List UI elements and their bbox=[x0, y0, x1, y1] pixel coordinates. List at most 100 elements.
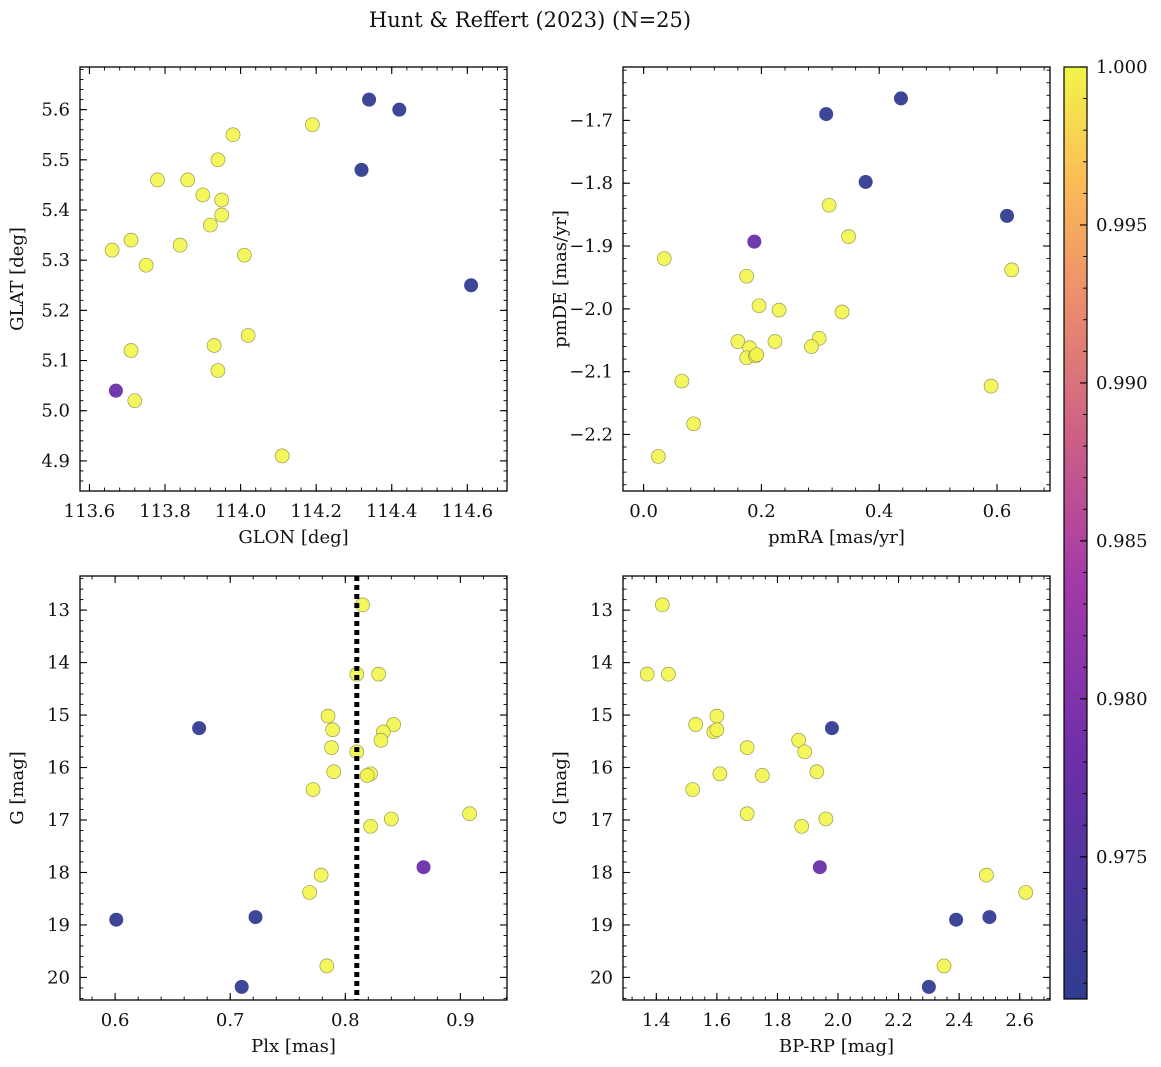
y-tick-label: 17 bbox=[590, 810, 613, 831]
data-point bbox=[206, 338, 222, 353]
data-points bbox=[104, 92, 479, 464]
data-point bbox=[325, 722, 340, 738]
y-tick-label: 5.2 bbox=[41, 300, 70, 321]
panel-glon-glat: 113.6 113.8 114.0 114.2 114.4 114.6 4.9 5.0 5.1 5… bbox=[7, 66, 508, 548]
data-point bbox=[320, 708, 336, 724]
data-point bbox=[686, 416, 702, 432]
data-point bbox=[274, 448, 290, 464]
y-tick-label: 5.6 bbox=[41, 100, 70, 121]
data-point bbox=[979, 867, 994, 883]
data-point bbox=[804, 339, 819, 354]
y-tick-label: 5.1 bbox=[41, 351, 70, 372]
plot-frame bbox=[622, 66, 1051, 492]
x-tick-label: 114.0 bbox=[215, 501, 267, 522]
y-tick-label: 15 bbox=[590, 705, 613, 726]
data-point bbox=[326, 764, 342, 780]
x-axis-label: BP-RP [mag] bbox=[779, 1036, 894, 1057]
data-point bbox=[754, 768, 770, 783]
data-point bbox=[392, 102, 407, 117]
y-tick-label: 13 bbox=[590, 600, 613, 621]
data-point bbox=[749, 347, 765, 363]
data-point bbox=[1018, 885, 1034, 900]
data-point bbox=[709, 708, 725, 724]
x-tick-label: 114.2 bbox=[290, 501, 342, 522]
data-point bbox=[302, 885, 317, 900]
data-point bbox=[373, 732, 389, 748]
colorbar-gradient bbox=[1063, 66, 1088, 1000]
y-tick-label: −2.1 bbox=[569, 362, 613, 383]
colorbar-tick-label: 0.985 bbox=[1096, 531, 1148, 552]
panel-bprp-g: 1.4 1.6 1.8 2.0 2.2 2.4 2.6 13 14 15 16 17 18 19 20 BP-… bbox=[550, 575, 1051, 1057]
data-point bbox=[936, 958, 952, 974]
data-point bbox=[362, 92, 377, 107]
colorbar-tick-label: 1.000 bbox=[1096, 57, 1148, 78]
data-point bbox=[248, 910, 263, 925]
data-point bbox=[172, 237, 188, 253]
colorbar-tick-label: 0.990 bbox=[1096, 373, 1148, 394]
data-point bbox=[809, 764, 825, 780]
y-tick-label: 14 bbox=[590, 653, 613, 674]
data-point bbox=[324, 740, 339, 755]
x-tick-label: 113.8 bbox=[139, 501, 191, 522]
y-tick-label: 17 bbox=[47, 810, 70, 831]
x-tick-label: 2.2 bbox=[884, 1010, 913, 1031]
y-tick-label: 13 bbox=[47, 600, 70, 621]
data-point bbox=[214, 207, 230, 223]
data-point bbox=[767, 334, 783, 349]
x-tick-label: 0.9 bbox=[446, 1010, 475, 1031]
data-point bbox=[386, 717, 401, 732]
data-point bbox=[210, 363, 226, 378]
data-point bbox=[371, 666, 387, 682]
data-point bbox=[639, 666, 655, 682]
data-point bbox=[108, 383, 123, 398]
data-point bbox=[104, 242, 120, 258]
colorbar-ticks: 1.000 0.995 0.990 0.985 0.980 0.975 bbox=[1080, 57, 1148, 984]
data-point bbox=[982, 910, 997, 925]
data-point bbox=[771, 302, 787, 318]
data-point bbox=[192, 721, 207, 736]
data-point bbox=[240, 328, 256, 343]
y-tick-label: 15 bbox=[47, 705, 70, 726]
x-tick-label: 0.7 bbox=[216, 1010, 245, 1031]
y-tick-label: 4.9 bbox=[41, 451, 70, 472]
data-point bbox=[739, 740, 755, 755]
y-tick-label: −1.9 bbox=[569, 236, 613, 257]
data-point bbox=[464, 278, 479, 293]
plot-frame bbox=[79, 66, 508, 492]
data-point bbox=[712, 766, 728, 782]
data-point bbox=[109, 912, 124, 927]
data-point bbox=[730, 334, 746, 349]
x-axis-label: Plx [mas] bbox=[251, 1036, 336, 1057]
data-point bbox=[747, 234, 762, 249]
data-point bbox=[674, 373, 690, 389]
data-point bbox=[921, 979, 936, 994]
data-point bbox=[949, 912, 964, 927]
colorbar-tick-label: 0.980 bbox=[1096, 689, 1148, 710]
data-point bbox=[123, 232, 139, 248]
colorbar: 1.000 0.995 0.990 0.985 0.980 0.975 bbox=[1063, 57, 1148, 1000]
data-point bbox=[794, 818, 810, 834]
x-tick-label: 0.2 bbox=[747, 501, 776, 522]
data-point bbox=[462, 806, 477, 822]
x-axis-label: GLON [deg] bbox=[238, 527, 348, 548]
y-tick-label: 14 bbox=[47, 653, 70, 674]
plot-frame bbox=[79, 575, 508, 1001]
data-point bbox=[214, 192, 230, 208]
y-tick-label: −2.0 bbox=[569, 299, 613, 320]
data-point bbox=[383, 811, 399, 827]
panel-plx-g: 0.6 0.7 0.8 0.9 13 14 15 16 17 18 19 20 Plx [mas] G [… bbox=[7, 575, 508, 1057]
y-axis-label: G [mag] bbox=[7, 751, 28, 824]
y-tick-label: 19 bbox=[590, 915, 613, 936]
data-point bbox=[210, 152, 226, 168]
y-tick-label: 16 bbox=[47, 758, 70, 779]
x-tick-label: 2.4 bbox=[945, 1010, 974, 1031]
data-point bbox=[739, 806, 755, 822]
plot-frame bbox=[622, 575, 1051, 1001]
x-tick-label: 2.0 bbox=[824, 1010, 853, 1031]
y-tick-label: 5.4 bbox=[41, 200, 70, 221]
data-points bbox=[650, 91, 1020, 464]
data-point bbox=[225, 127, 241, 143]
y-axis-label: G [mag] bbox=[550, 751, 571, 824]
y-tick-label: 19 bbox=[47, 915, 70, 936]
